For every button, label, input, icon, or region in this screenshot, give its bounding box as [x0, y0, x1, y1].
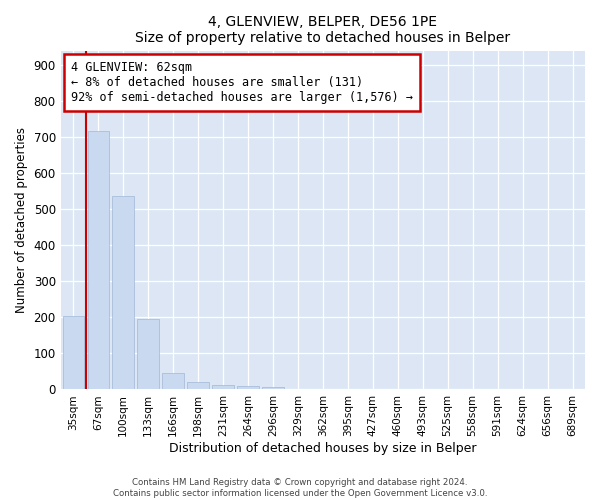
Bar [62, 316, 84, 390]
Bar [262, 386, 284, 390]
X-axis label: Distribution of detached houses by size in Belper: Distribution of detached houses by size … [169, 442, 476, 455]
Bar [112, 196, 134, 390]
Bar [88, 132, 109, 390]
Text: Contains HM Land Registry data © Crown copyright and database right 2024.
Contai: Contains HM Land Registry data © Crown c… [113, 478, 487, 498]
Bar [187, 382, 209, 390]
Bar [238, 386, 259, 390]
Bar [212, 385, 233, 390]
Y-axis label: Number of detached properties: Number of detached properties [15, 127, 28, 313]
Bar [137, 319, 158, 390]
Bar [163, 373, 184, 390]
Title: 4, GLENVIEW, BELPER, DE56 1PE
Size of property relative to detached houses in Be: 4, GLENVIEW, BELPER, DE56 1PE Size of pr… [135, 15, 511, 45]
Text: 4 GLENVIEW: 62sqm
← 8% of detached houses are smaller (131)
92% of semi-detached: 4 GLENVIEW: 62sqm ← 8% of detached house… [71, 60, 413, 104]
